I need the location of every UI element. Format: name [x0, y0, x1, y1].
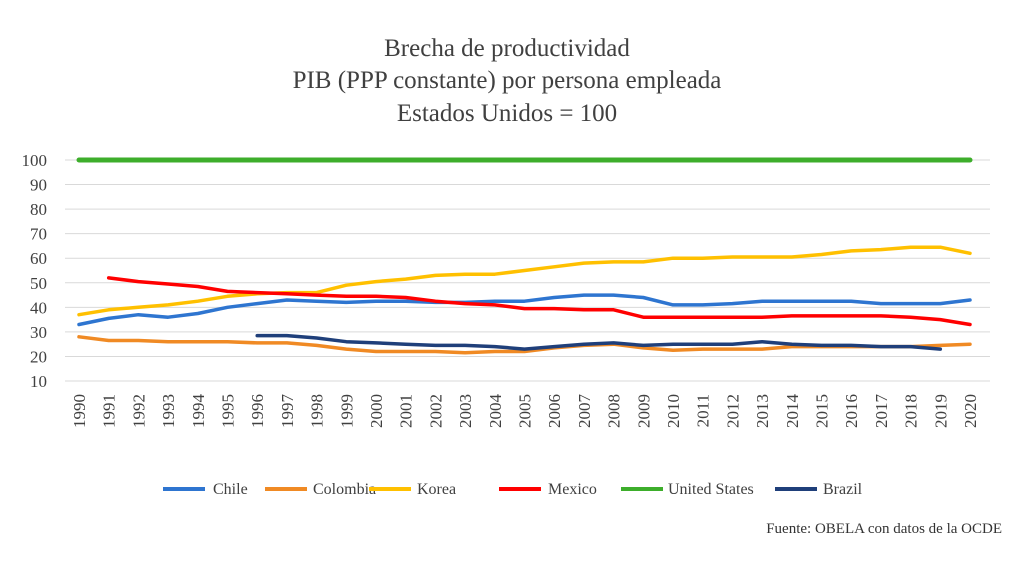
legend-label-mexico: Mexico: [548, 481, 597, 498]
y-tick-label: 10: [30, 372, 47, 391]
x-tick-label: 2001: [397, 394, 416, 428]
y-tick-label: 90: [30, 176, 47, 195]
x-tick-label: 1995: [219, 394, 238, 428]
x-tick-label: 1991: [100, 394, 119, 428]
x-tick-label: 1998: [308, 394, 327, 428]
x-tick-label: 1997: [278, 394, 297, 429]
x-tick-label: 2010: [664, 394, 683, 428]
x-tick-label: 2018: [902, 394, 921, 428]
x-tick-label: 2005: [516, 394, 535, 428]
legend-label-colombia: Colombia: [313, 481, 376, 498]
x-tick-label: 2012: [723, 394, 742, 428]
legend-label-united-states: United States: [668, 481, 754, 498]
series-line-brazil: [255, 333, 943, 351]
series-lines: [76, 157, 973, 355]
x-tick-label: 1993: [159, 394, 178, 428]
y-tick-label: 40: [30, 298, 47, 317]
series-line-chile: [77, 293, 972, 327]
x-tick-label: 1992: [129, 394, 148, 428]
x-tick-label: 2003: [456, 394, 475, 428]
x-tick-label: 1994: [189, 394, 208, 429]
y-tick-label: 60: [30, 249, 47, 268]
y-tick-label: 70: [30, 225, 47, 244]
x-tick-label: 2008: [605, 394, 624, 428]
legend-label-korea: Korea: [417, 481, 456, 498]
x-axis: 1990 1991 1992 1993 1994 1995 1996 1997 1998 1999…: [70, 394, 980, 429]
x-tick-label: 1996: [248, 394, 267, 428]
x-tick-label: 2004: [486, 394, 505, 429]
x-tick-label: 1999: [337, 394, 356, 428]
x-tick-label: 2011: [694, 394, 713, 427]
y-axis: 10 20 30 40 50 60 70 80 90 100: [22, 151, 48, 391]
y-tick-label: 80: [30, 200, 47, 219]
x-tick-label: 2013: [753, 394, 772, 428]
y-tick-label: 50: [30, 274, 47, 293]
x-tick-label: 2020: [961, 394, 980, 428]
legend-label-brazil: Brazil: [823, 481, 863, 498]
legend: Chile Colombia Korea Mexico United States Bra…: [163, 481, 863, 498]
x-tick-label: 1990: [70, 394, 89, 428]
x-tick-label: 2007: [575, 394, 594, 429]
legend-label-chile: Chile: [213, 481, 248, 498]
source-note: Fuente: OBELA con datos de la OCDE: [766, 521, 1002, 537]
x-tick-label: 2017: [872, 394, 891, 429]
x-tick-label: 2015: [813, 394, 832, 428]
x-tick-label: 2019: [931, 394, 950, 428]
series-line-mexico: [106, 276, 972, 327]
x-tick-label: 2000: [367, 394, 386, 428]
x-tick-label: 2016: [842, 394, 861, 428]
chart-subtitle-2: Estados Unidos = 100: [397, 100, 617, 127]
chart-title: Brecha de productividad: [384, 35, 630, 62]
chart-subtitle: PIB (PPP constante) por persona empleada: [293, 67, 722, 94]
series-line-korea: [77, 245, 972, 317]
y-tick-label: 30: [30, 323, 47, 342]
x-tick-label: 2006: [545, 394, 564, 428]
x-tick-label: 2002: [426, 394, 445, 428]
x-tick-label: 2014: [783, 394, 802, 429]
y-tick-label: 20: [30, 347, 47, 366]
y-tick-label: 100: [22, 151, 48, 170]
x-tick-label: 2009: [634, 394, 653, 428]
